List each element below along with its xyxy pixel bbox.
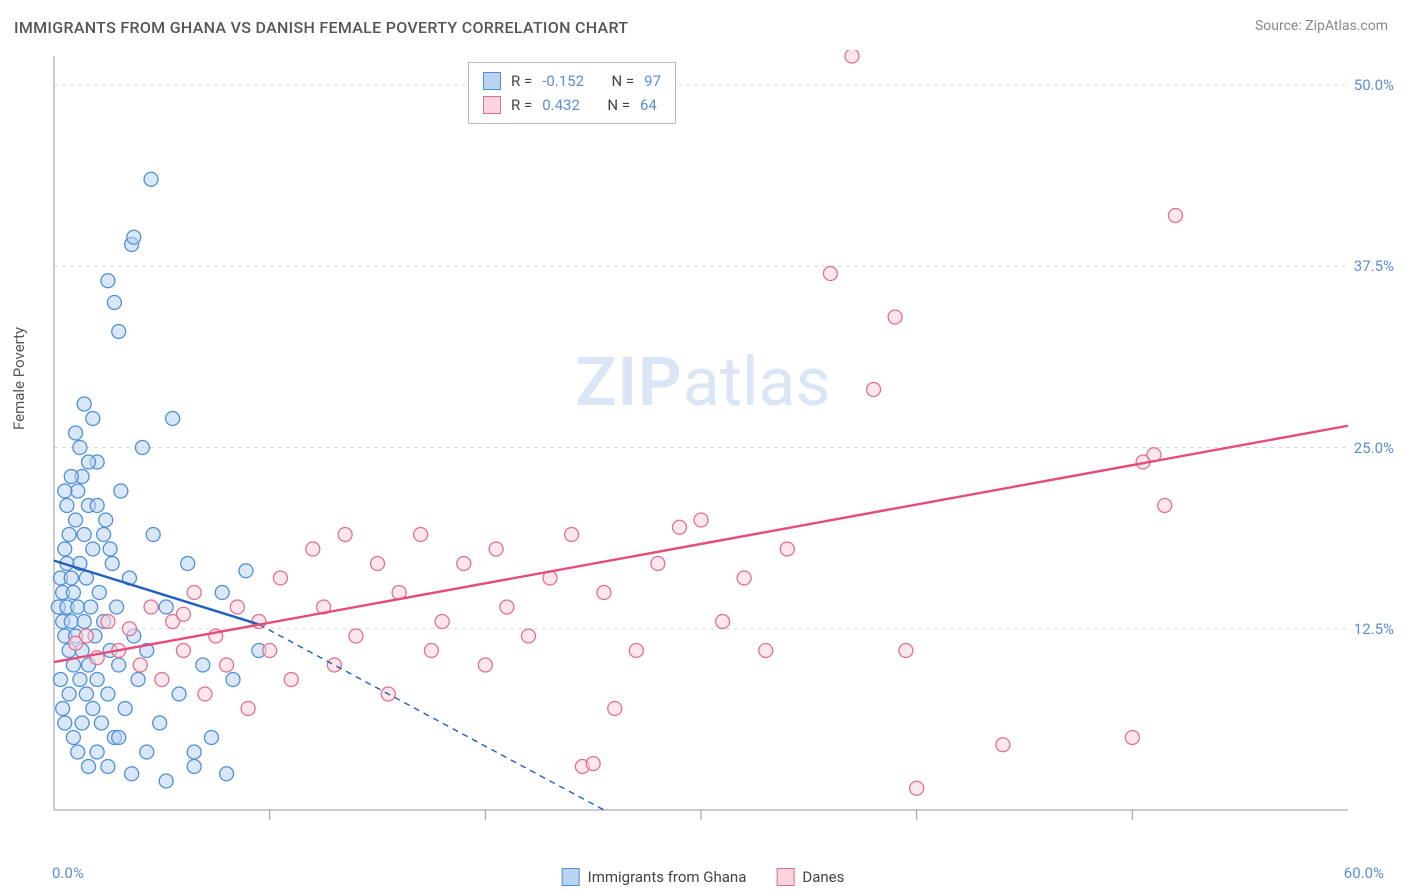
legend: Immigrants from Ghana Danes bbox=[562, 868, 845, 886]
stats-swatch-1 bbox=[483, 72, 501, 90]
y-tick-label: 37.5% bbox=[1354, 257, 1394, 275]
source-attribution: Source: ZipAtlas.com bbox=[1255, 18, 1388, 34]
y-tick-label: 50.0% bbox=[1354, 76, 1394, 94]
stats-swatch-2 bbox=[483, 96, 501, 114]
stats-R-label: R = bbox=[511, 69, 532, 93]
stats-N-label: N = bbox=[611, 69, 634, 93]
x-tick-min: 0.0% bbox=[52, 864, 84, 882]
stats-row-1: R = -0.152 N = 97 bbox=[483, 69, 661, 93]
legend-label-2: Danes bbox=[802, 868, 844, 886]
stats-R-2: 0.432 bbox=[542, 93, 580, 117]
stats-N-1: 97 bbox=[644, 69, 661, 93]
stats-row-2: R = 0.432 N = 64 bbox=[483, 93, 661, 117]
chart-container: IMMIGRANTS FROM GHANA VS DANISH FEMALE P… bbox=[0, 0, 1406, 892]
legend-swatch-1 bbox=[562, 868, 580, 886]
stats-R-label-2: R = bbox=[511, 93, 532, 117]
chart-title: IMMIGRANTS FROM GHANA VS DANISH FEMALE P… bbox=[14, 18, 628, 37]
x-tick-max: 60.0% bbox=[1344, 864, 1384, 882]
stats-R-1: -0.152 bbox=[542, 69, 584, 93]
stats-legend: R = -0.152 N = 97 R = 0.432 N = 64 bbox=[468, 62, 676, 124]
stats-N-2: 64 bbox=[640, 93, 657, 117]
plot-area: ZIPatlas R = -0.152 N = 97 R = 0.432 N =… bbox=[48, 50, 1358, 840]
legend-label-1: Immigrants from Ghana bbox=[588, 868, 747, 886]
legend-item-2: Danes bbox=[776, 868, 844, 886]
scatter-svg bbox=[48, 50, 1358, 840]
y-axis-label: Female Poverty bbox=[10, 327, 28, 430]
y-tick-label: 12.5% bbox=[1354, 620, 1394, 638]
legend-item-1: Immigrants from Ghana bbox=[562, 868, 747, 886]
legend-swatch-2 bbox=[776, 868, 794, 886]
stats-N-label-2: N = bbox=[607, 93, 630, 117]
y-tick-label: 25.0% bbox=[1354, 439, 1394, 457]
